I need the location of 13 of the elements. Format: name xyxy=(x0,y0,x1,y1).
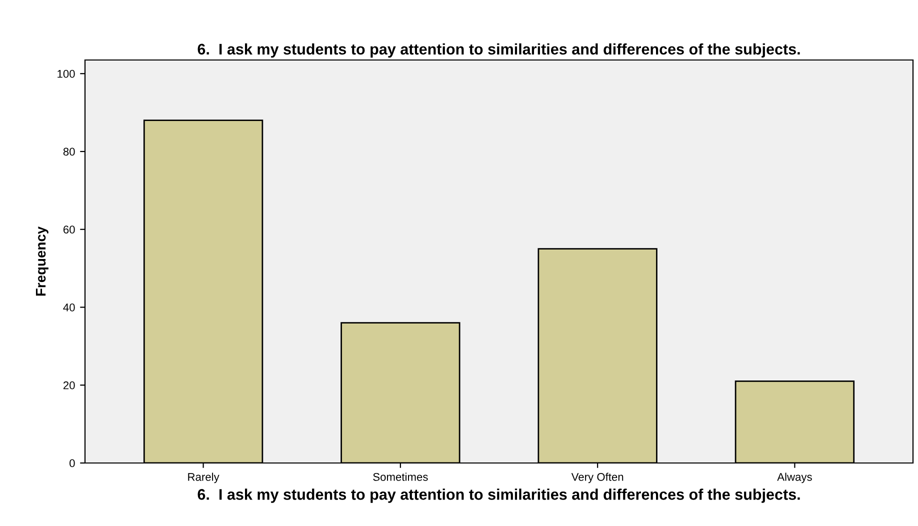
y-axis-title: Frequency xyxy=(36,226,48,296)
x-tick-label: Very Often xyxy=(571,472,624,484)
y-tick-label: 40 xyxy=(63,304,75,312)
x-axis-title: 6. I ask my students to pay attention to similarities and differences of the subjects. xyxy=(198,488,800,503)
y-tick-label: 80 xyxy=(63,148,75,156)
chart-title: 6. I ask my students to pay attention to similarities and differences of the subjects. xyxy=(198,43,800,58)
x-tick-label: Sometimes xyxy=(373,472,428,481)
y-tick-label: 0 xyxy=(70,459,75,468)
x-tick-label: Always xyxy=(777,472,812,484)
y-tick-label: 20 xyxy=(63,381,75,390)
y-tick-label: 60 xyxy=(63,226,75,234)
y-tick-label: 100 xyxy=(58,70,75,78)
x-tick-label: Rarely xyxy=(188,472,220,484)
